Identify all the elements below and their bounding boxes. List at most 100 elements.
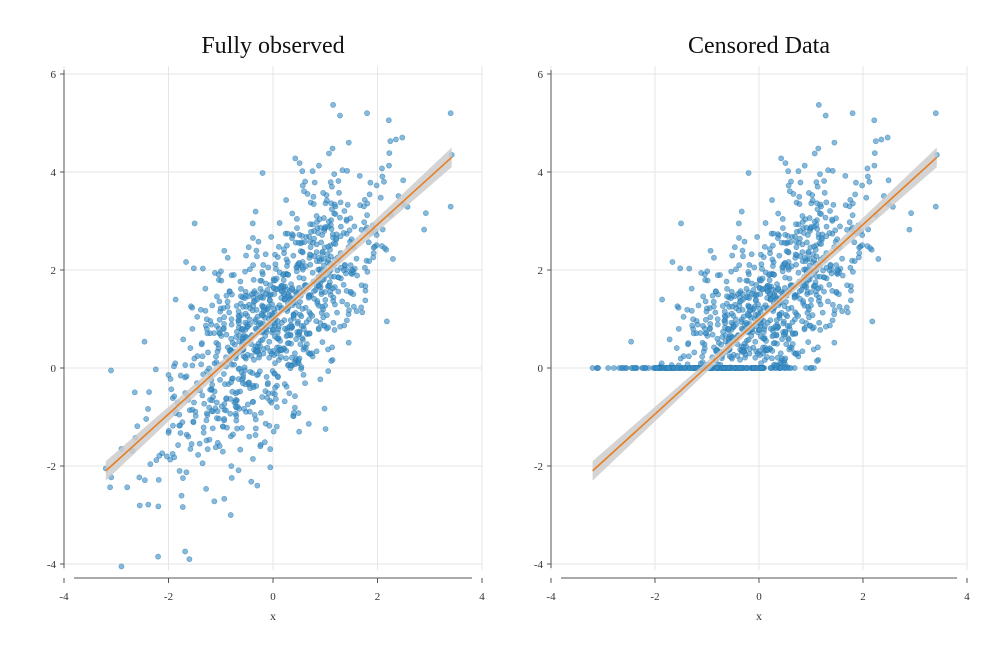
data-point: [767, 365, 774, 371]
data-point: [258, 409, 264, 416]
data-point: [309, 312, 316, 319]
data-point: [786, 188, 793, 195]
data-point: [594, 365, 601, 371]
data-point: [703, 308, 710, 315]
data-point: [267, 348, 274, 355]
data-point: [226, 309, 233, 316]
data-point: [770, 340, 777, 347]
panel-title: Fully observed: [201, 33, 344, 59]
data-point: [791, 294, 798, 301]
data-point: [278, 346, 285, 353]
data-point: [257, 277, 264, 284]
data-point: [748, 251, 755, 258]
data-point: [393, 136, 399, 143]
x-tick-label: 4: [479, 591, 485, 603]
data-point: [796, 288, 803, 295]
regression-line: [592, 156, 938, 472]
data-point: [364, 212, 370, 219]
data-point: [736, 276, 743, 283]
data-point: [322, 426, 329, 432]
data-point: [213, 353, 219, 360]
data-point: [315, 230, 322, 236]
x-tick-label: 2: [860, 591, 866, 603]
data-point: [275, 243, 282, 250]
data-point: [259, 312, 265, 319]
data-point: [309, 168, 316, 175]
data-point: [702, 330, 709, 337]
data-point: [738, 208, 745, 215]
data-point: [707, 314, 714, 321]
data-point: [250, 456, 256, 462]
data-point: [757, 291, 764, 297]
data-point: [246, 379, 252, 386]
data-point: [232, 398, 239, 405]
data-point: [311, 288, 317, 295]
data-point: [851, 258, 858, 265]
data-point: [335, 274, 342, 281]
data-point: [266, 422, 273, 429]
data-point: [364, 268, 371, 275]
data-point: [331, 327, 338, 333]
data-point: [230, 431, 236, 438]
data-point: [759, 266, 765, 272]
data-point: [237, 293, 244, 300]
data-point: [447, 203, 454, 210]
data-point: [792, 233, 798, 240]
data-point: [286, 390, 293, 397]
data-point: [213, 322, 220, 329]
data-point: [231, 361, 238, 368]
data-point: [283, 256, 290, 263]
data-point: [341, 261, 348, 268]
data-point: [345, 339, 352, 346]
y-tick-label: -4: [47, 559, 57, 571]
data-point: [367, 179, 374, 186]
data-point: [214, 408, 221, 415]
data-point: [252, 425, 259, 432]
data-point: [796, 193, 803, 200]
data-point: [249, 220, 256, 227]
data-point: [701, 341, 708, 348]
data-point: [260, 262, 267, 268]
grid: [63, 66, 483, 570]
data-point: [400, 177, 407, 184]
data-point: [330, 319, 337, 326]
data-point: [242, 292, 249, 299]
data-point: [288, 281, 294, 288]
data-point: [719, 334, 726, 340]
data-point: [797, 295, 803, 302]
data-point: [256, 354, 262, 361]
data-point: [750, 344, 757, 351]
data-point: [331, 171, 338, 177]
data-point: [390, 256, 396, 262]
data-point: [362, 297, 369, 304]
data-point: [234, 389, 241, 396]
data-point: [233, 334, 240, 340]
data-point: [669, 259, 676, 265]
data-point: [275, 323, 282, 330]
data-point: [306, 233, 313, 240]
data-point: [228, 463, 235, 470]
data-point: [156, 452, 163, 459]
data-point: [741, 238, 748, 245]
data-point: [817, 201, 824, 208]
data-point: [328, 206, 335, 213]
data-point: [779, 216, 786, 222]
data-point: [252, 432, 259, 438]
data-point: [300, 326, 307, 332]
data-point: [807, 322, 814, 329]
data-point: [853, 179, 859, 186]
data-point: [823, 223, 830, 230]
data-point: [221, 321, 227, 327]
data-point: [234, 328, 240, 335]
x-tick-label: -2: [164, 591, 173, 603]
data-point: [732, 316, 739, 323]
data-point: [187, 345, 194, 351]
data-point: [817, 301, 824, 308]
data-point: [182, 362, 189, 368]
data-point: [742, 354, 748, 361]
data-point: [803, 224, 810, 231]
data-point: [735, 220, 742, 227]
data-point: [739, 306, 746, 313]
data-point: [253, 306, 260, 313]
y-tick-label: 2: [51, 265, 57, 277]
